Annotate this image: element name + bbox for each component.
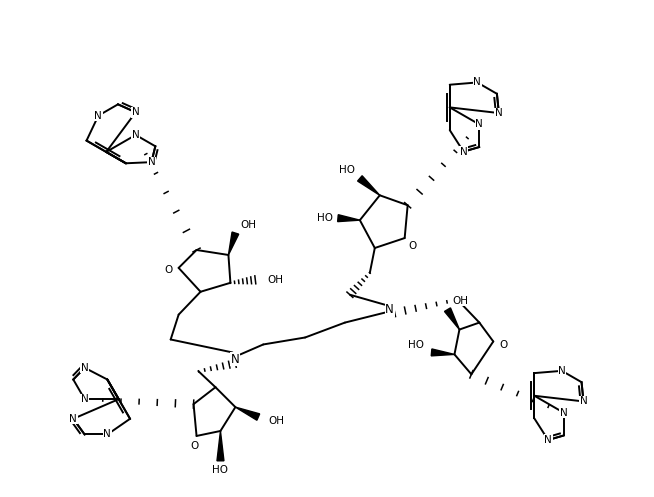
Text: N: N (460, 147, 468, 157)
Text: N: N (94, 111, 102, 121)
Text: N: N (69, 414, 77, 424)
Text: N: N (560, 408, 568, 418)
Polygon shape (358, 176, 380, 195)
Text: OH: OH (453, 296, 468, 306)
Text: N: N (579, 397, 587, 407)
Text: N: N (475, 119, 483, 129)
Text: O: O (190, 441, 199, 451)
Text: N: N (132, 130, 139, 140)
Text: O: O (499, 340, 508, 350)
Text: O: O (165, 265, 173, 275)
Text: N: N (473, 78, 481, 87)
Polygon shape (445, 308, 460, 330)
Text: OH: OH (268, 416, 284, 426)
Text: N: N (80, 394, 88, 404)
Polygon shape (431, 349, 455, 356)
Text: N: N (103, 429, 111, 439)
Text: N: N (80, 363, 88, 373)
Polygon shape (337, 215, 360, 222)
Text: N: N (558, 366, 566, 376)
Text: HO: HO (339, 166, 355, 175)
Text: N: N (544, 435, 552, 445)
Text: N: N (385, 303, 394, 316)
Text: OH: OH (241, 220, 256, 230)
Text: O: O (409, 241, 417, 251)
Text: N: N (231, 353, 240, 366)
Text: HO: HO (317, 213, 333, 223)
Text: N: N (132, 107, 139, 117)
Text: HO: HO (213, 465, 228, 475)
Polygon shape (228, 232, 239, 255)
Polygon shape (235, 407, 260, 420)
Text: N: N (495, 108, 503, 118)
Text: HO: HO (407, 340, 424, 350)
Polygon shape (217, 431, 224, 461)
Text: OH: OH (267, 275, 283, 285)
Text: N: N (148, 157, 155, 167)
